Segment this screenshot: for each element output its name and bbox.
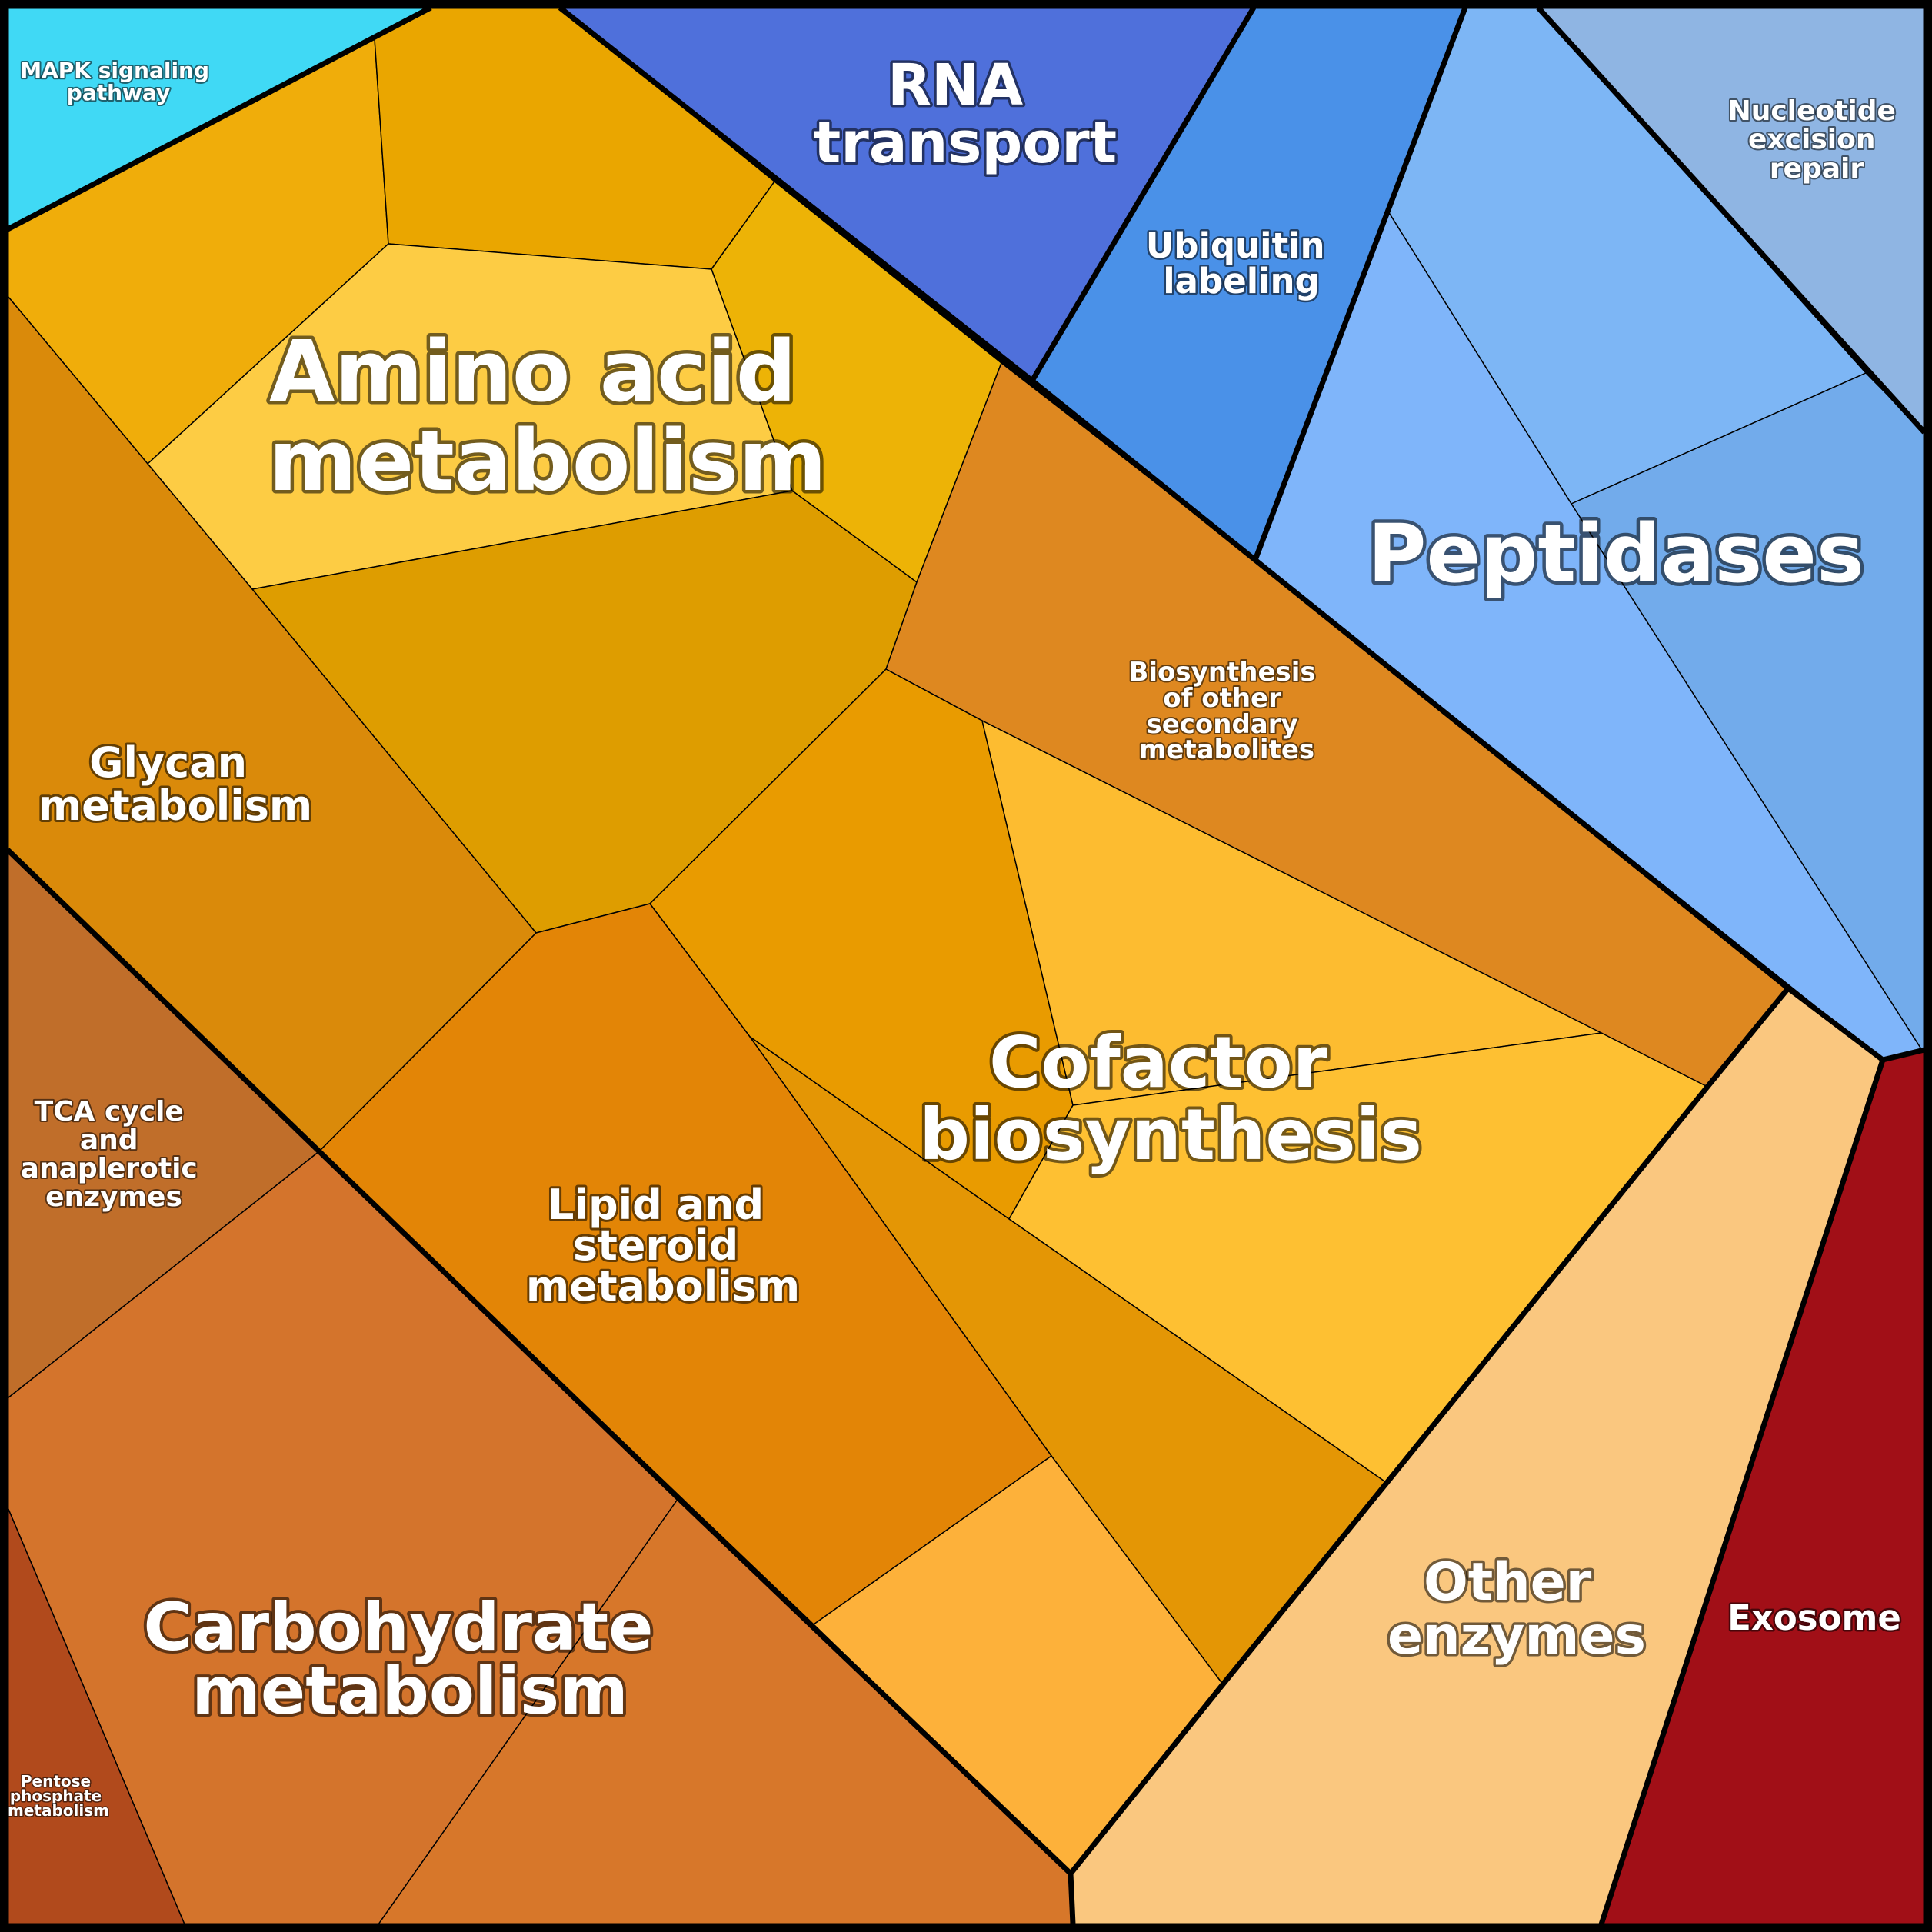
label-lipid-steroid-metabolism: Lipid and steroid metabolism	[526, 1181, 800, 1311]
label-peptidases: Peptidases	[1367, 507, 1864, 601]
label-tca-cycle: TCA cycle and anaplerotic enzymes	[21, 1096, 208, 1213]
label-ubiquitin-labeling: Ubiquitin labeling	[1146, 225, 1337, 301]
label-nucleotide-excision-repair: Nucleotide excision repair	[1728, 95, 1906, 185]
label-cofactor-biosynthesis: Cofactor biosynthesis	[919, 1021, 1422, 1176]
cells	[7, 7, 1925, 1925]
labels: MAPK signaling pathway Amino acid metabo…	[7, 50, 1906, 1821]
label-exosome: Exosome	[1727, 1597, 1901, 1638]
label-rna-transport: RNA transport	[814, 52, 1117, 176]
label-mapk-signaling: MAPK signaling pathway	[20, 58, 217, 105]
label-glycan-metabolism: Glycan metabolism	[38, 738, 312, 830]
group-boundaries	[3, 3, 1929, 1929]
label-carbohydrate-metabolism: Carbohydrate metabolism	[144, 1589, 677, 1730]
label-other-enzymes: Other enzymes	[1387, 1552, 1646, 1667]
label-biosynthesis-secondary: Biosynthesis of other secondary metaboli…	[1128, 657, 1324, 765]
label-amino-acid-metabolism: Amino acid metabolism	[268, 322, 827, 510]
label-pentose-phosphate: Pentose phosphate metabolism	[8, 1772, 109, 1820]
